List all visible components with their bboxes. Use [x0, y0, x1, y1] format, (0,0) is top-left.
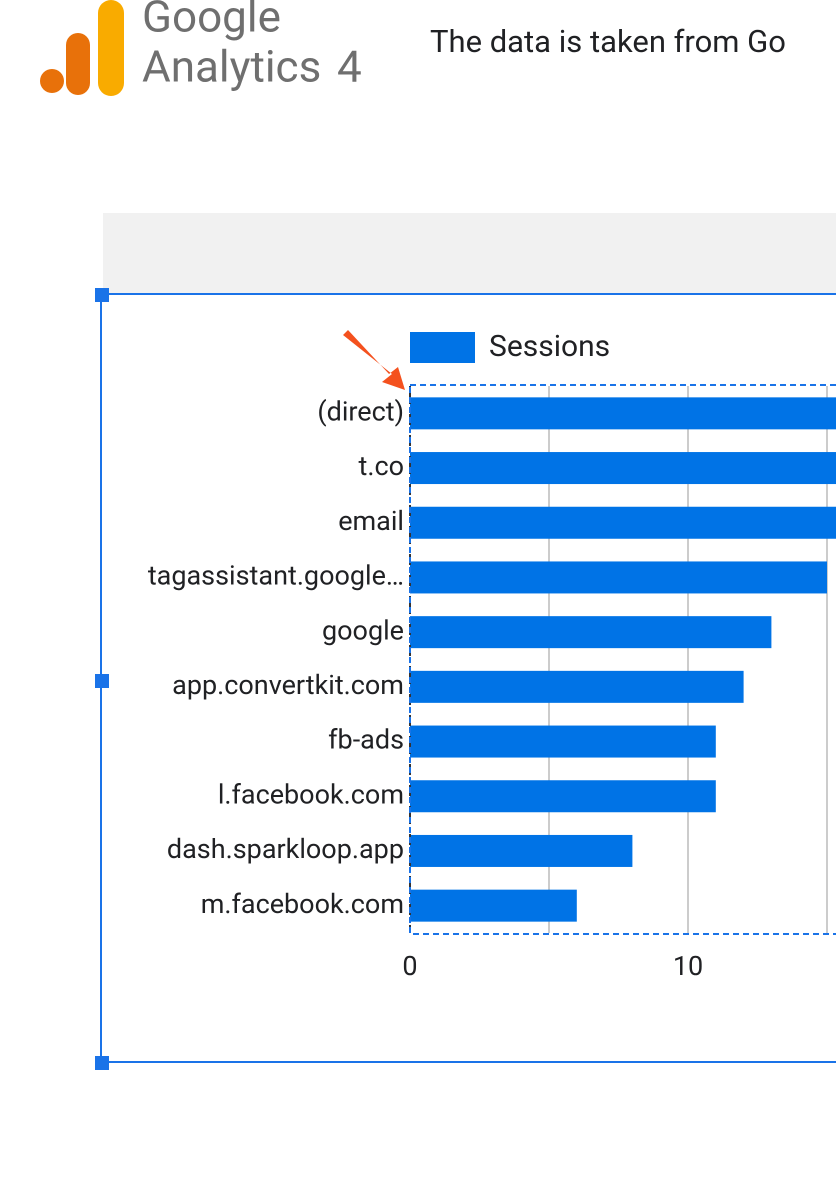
y-tick-label: app.convertkit.com	[172, 669, 404, 701]
logo-text: Analytics	[142, 41, 321, 93]
arrow-annotation	[343, 330, 405, 390]
bar	[410, 834, 633, 867]
y-tick-label: tagassistant.google…	[148, 560, 404, 592]
y-tick-label: m.facebook.com	[201, 888, 404, 920]
ga-logo: Google Analytics 4	[40, 0, 362, 96]
bar	[410, 452, 836, 485]
y-tick-label: fb-ads	[328, 724, 404, 756]
toolbar-band	[103, 213, 836, 293]
resize-handle[interactable]	[95, 1056, 109, 1070]
y-tick-label: email	[338, 505, 404, 537]
bar	[410, 397, 836, 430]
x-tick-label: 0	[402, 950, 417, 982]
y-tick-label: google	[322, 614, 404, 646]
bar	[410, 780, 716, 813]
y-tick-label: (direct)	[317, 395, 404, 427]
bar	[410, 616, 772, 649]
legend-swatch	[410, 332, 475, 363]
logo-bar	[66, 33, 90, 95]
y-tick-label: l.facebook.com	[218, 778, 404, 810]
logo-bar	[98, 0, 124, 96]
bar	[410, 670, 744, 703]
legend-label: Sessions	[489, 329, 610, 364]
plot-selection	[409, 384, 836, 935]
resize-handle[interactable]	[95, 674, 109, 688]
bar	[410, 889, 577, 922]
y-tick-label: dash.sparkloop.app	[167, 833, 404, 865]
logo-text: Google	[142, 0, 281, 43]
resize-handle[interactable]	[95, 288, 109, 302]
bar	[410, 506, 836, 539]
bar	[410, 561, 827, 594]
x-tick-label: 10	[673, 950, 703, 982]
note-text: The data is taken from Go	[430, 23, 786, 60]
logo-dot	[40, 69, 64, 93]
y-tick-label: t.co	[359, 450, 404, 482]
plot: 0 10 (direct) t.co email tagassistant.google……	[148, 386, 836, 982]
bar	[410, 725, 716, 758]
logo-version: 4	[337, 41, 362, 93]
